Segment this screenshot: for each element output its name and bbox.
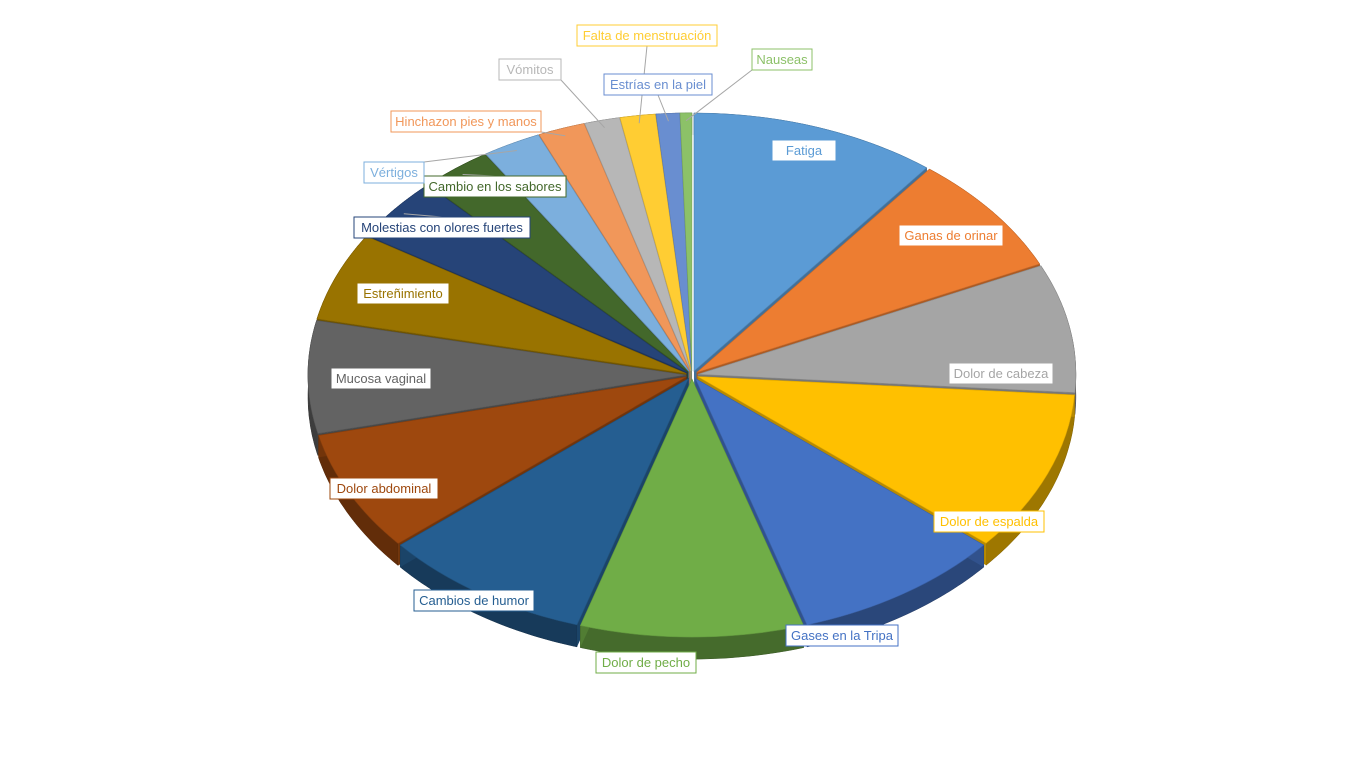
slice-dolor-de-espalda	[697, 376, 1075, 544]
data-label: Fatiga	[771, 139, 837, 162]
data-label: Ganas de orinar	[898, 224, 1004, 247]
data-label: Estreñimiento	[356, 282, 450, 305]
leader-lines	[403, 45, 753, 218]
data-label: Gases en la Tripa	[785, 624, 899, 647]
data-label: Dolor abdominal	[329, 477, 439, 500]
data-label-text: Mucosa vaginal	[336, 371, 426, 386]
data-label-text: Cambio en los sabores	[429, 179, 562, 194]
slice-vómitos	[584, 117, 691, 372]
data-labels: Fatiga Ganas de orinar Dolor de cabeza Dolo…	[329, 24, 1054, 674]
slice-nauseas	[679, 112, 693, 371]
slice-hinchazon-pies-y-manos	[538, 123, 691, 372]
data-label-text: Nauseas	[756, 52, 808, 67]
leader-line	[685, 69, 753, 122]
data-label: Nauseas	[751, 48, 813, 71]
data-label-text: Estreñimiento	[363, 286, 442, 301]
data-label-text: Vértigos	[370, 165, 418, 180]
leader-line	[403, 213, 443, 218]
data-label: Vómitos	[498, 58, 562, 81]
leader-line	[657, 94, 669, 122]
data-label-text: Dolor abdominal	[337, 481, 432, 496]
data-label: Falta de menstruación	[576, 24, 718, 47]
data-label-text: Fatiga	[786, 143, 823, 158]
data-label-text: Vómitos	[507, 62, 554, 77]
data-label-text: Dolor de cabeza	[954, 366, 1049, 381]
leader-line	[540, 131, 566, 137]
data-label: Estrías en la piel	[603, 73, 713, 96]
data-label: Molestias con olores fuertes	[353, 216, 531, 239]
leader-line	[423, 150, 517, 163]
leader-line	[560, 79, 605, 129]
data-label-text: Estrías en la piel	[610, 77, 706, 92]
data-label-text: Hinchazon pies y manos	[395, 114, 537, 129]
data-label: Dolor de cabeza	[948, 362, 1054, 385]
data-label: Dolor de pecho	[595, 651, 697, 674]
data-label-text: Molestias con olores fuertes	[361, 220, 523, 235]
slice-dolor-de-cabeza	[697, 265, 1077, 393]
slice-gases-en-la-tripa	[694, 377, 985, 626]
data-label-text: Gases en la Tripa	[791, 628, 894, 643]
slice-fatiga	[693, 112, 928, 372]
data-label: Hinchazon pies y manos	[390, 110, 542, 133]
slice-mucosa-vaginal	[307, 320, 687, 434]
data-label-text: Ganas de orinar	[904, 228, 998, 243]
data-label-text: Dolor de pecho	[602, 655, 690, 670]
slice-falta-de-menstruación	[619, 113, 692, 371]
slice-ganas-de-orinar	[696, 168, 1041, 373]
data-label: Vértigos	[363, 161, 425, 184]
data-label: Dolor de espalda	[933, 510, 1045, 533]
data-label: Cambios de humor	[413, 589, 535, 612]
data-label-text: Dolor de espalda	[940, 514, 1039, 529]
data-label: Cambio en los sabores	[423, 175, 567, 198]
data-label-text: Cambios de humor	[419, 593, 529, 608]
data-label: Mucosa vaginal	[330, 367, 432, 390]
data-label-text: Falta de menstruación	[583, 28, 712, 43]
